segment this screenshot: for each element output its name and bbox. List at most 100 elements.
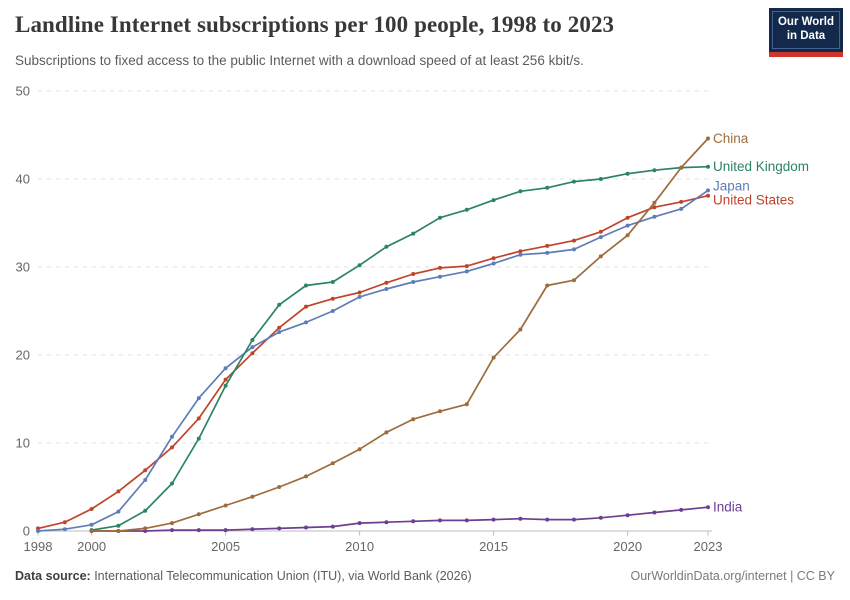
data-point-marker[interactable] [170,434,174,439]
data-point-marker[interactable] [330,524,335,529]
data-point-marker[interactable] [384,520,389,525]
data-point-marker[interactable] [277,330,282,335]
data-point-marker[interactable] [196,436,201,441]
data-point-marker[interactable] [116,509,121,514]
data-point-marker[interactable] [223,503,228,508]
series-label-china[interactable]: China [713,131,749,146]
data-point-marker[interactable] [438,215,442,220]
data-point-marker[interactable] [277,302,282,307]
data-point-marker[interactable] [706,188,710,193]
data-point-marker[interactable] [625,215,630,220]
series-united-states[interactable] [36,193,710,531]
data-point-marker[interactable] [598,235,603,240]
data-point-marker[interactable] [625,171,630,176]
series-china[interactable] [89,136,710,534]
series-label-japan[interactable]: Japan [713,179,750,194]
data-point-marker[interactable] [652,200,657,205]
data-point-marker[interactable] [438,518,442,523]
data-point-marker[interactable] [196,512,201,517]
data-point-marker[interactable] [464,207,469,212]
data-point-marker[interactable] [196,396,201,401]
data-point-marker[interactable] [572,179,576,184]
data-point-marker[interactable] [438,409,442,414]
data-point-marker[interactable] [89,529,94,533]
data-point-marker[interactable] [357,263,362,268]
data-point-marker[interactable] [250,527,255,532]
data-point-marker[interactable] [491,261,496,266]
series-line-united-states[interactable] [37,194,709,530]
data-point-marker[interactable] [250,494,255,499]
data-point-marker[interactable] [36,529,40,533]
series-line-china[interactable] [90,137,709,532]
data-point-marker[interactable] [196,528,201,533]
data-point-marker[interactable] [518,252,523,257]
series-line-united-kingdom[interactable] [90,165,709,531]
data-point-marker[interactable] [464,269,469,274]
data-point-marker[interactable] [277,526,282,531]
data-point-marker[interactable] [277,325,282,330]
data-point-marker[interactable] [518,249,523,254]
data-point-marker[interactable] [438,265,442,270]
data-point-marker[interactable] [223,383,228,388]
data-point-marker[interactable] [304,304,308,309]
data-point-marker[interactable] [357,447,362,452]
data-point-marker[interactable] [384,287,389,291]
data-point-marker[interactable] [679,199,684,204]
data-point-marker[interactable] [598,254,603,259]
data-point-marker[interactable] [679,507,684,512]
data-point-marker[interactable] [438,274,442,279]
data-point-marker[interactable] [491,517,496,522]
data-point-marker[interactable] [464,264,469,269]
data-point-marker[interactable] [652,214,657,219]
data-point-marker[interactable] [250,338,255,342]
series-japan[interactable] [36,188,710,533]
data-point-marker[interactable] [223,377,228,382]
data-point-marker[interactable] [625,223,630,228]
data-point-marker[interactable] [116,523,121,528]
data-point-marker[interactable] [384,430,389,435]
series-label-united-kingdom[interactable]: United Kingdom [713,159,809,174]
owid-logo[interactable]: Our World in Data [769,8,843,57]
data-point-marker[interactable] [384,280,389,285]
data-point-marker[interactable] [357,521,362,526]
data-point-marker[interactable] [545,517,550,522]
data-point-marker[interactable] [545,250,550,255]
data-point-marker[interactable] [598,177,603,181]
data-point-marker[interactable] [518,516,523,521]
data-point-marker[interactable] [652,510,657,515]
data-point-marker[interactable] [304,320,308,325]
data-point-marker[interactable] [89,507,94,511]
data-point-marker[interactable] [572,517,576,522]
data-point-marker[interactable] [679,165,684,170]
data-point-marker[interactable] [411,417,416,422]
data-point-marker[interactable] [89,522,94,527]
data-point-marker[interactable] [464,402,469,407]
data-point-marker[interactable] [62,527,67,532]
data-point-marker[interactable] [706,164,710,169]
data-point-marker[interactable] [330,461,335,466]
data-point-marker[interactable] [304,283,308,288]
data-point-marker[interactable] [357,290,362,295]
data-point-marker[interactable] [330,309,335,313]
data-point-marker[interactable] [250,351,255,356]
data-point-marker[interactable] [679,206,684,211]
data-point-marker[interactable] [572,247,576,252]
data-point-marker[interactable] [518,189,523,194]
data-point-marker[interactable] [598,515,603,520]
data-point-marker[interactable] [170,481,174,486]
data-point-marker[interactable] [411,519,416,524]
data-point-marker[interactable] [143,526,148,531]
data-point-marker[interactable] [196,416,201,421]
data-point-marker[interactable] [625,513,630,518]
data-point-marker[interactable] [545,283,550,288]
data-point-marker[interactable] [518,327,523,332]
data-point-marker[interactable] [143,508,148,513]
data-point-marker[interactable] [330,296,335,301]
data-point-marker[interactable] [277,485,282,489]
data-point-marker[interactable] [170,445,174,450]
data-point-marker[interactable] [411,272,416,276]
series-india[interactable] [89,505,710,533]
data-point-marker[interactable] [706,193,710,198]
data-point-marker[interactable] [304,474,308,479]
data-point-marker[interactable] [330,280,335,284]
